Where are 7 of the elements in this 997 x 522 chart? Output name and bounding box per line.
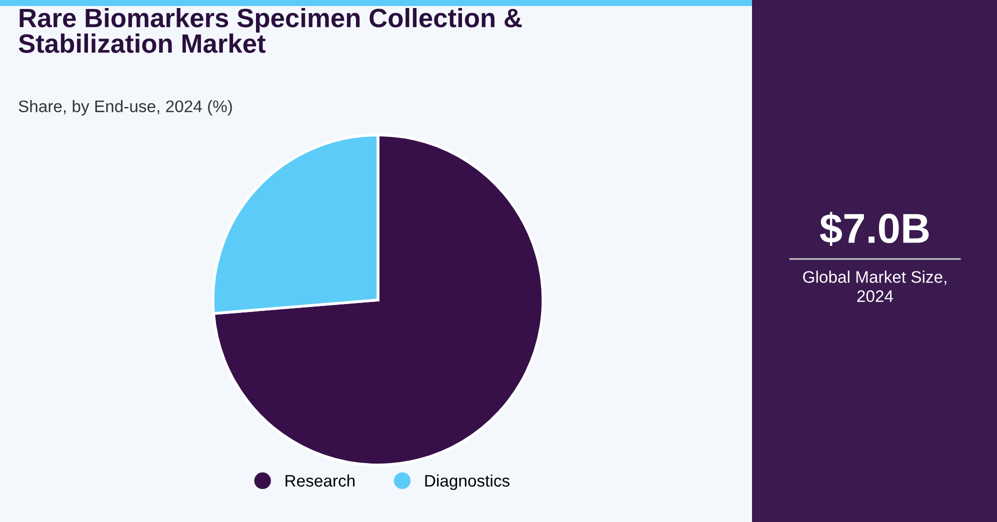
legend-label: Diagnostics bbox=[425, 474, 510, 490]
chart-title: Rare Biomarkers Specimen Collection & Stabilization Market bbox=[18, 8, 522, 53]
pie-slice bbox=[212, 134, 544, 466]
legend-label: Research bbox=[286, 474, 355, 487]
text: $7.0B bbox=[820, 212, 929, 246]
text: Global Market Size, 2024 bbox=[803, 270, 946, 302]
chart-subtitle: Share, by End-use, 2024 (%) bbox=[18, 100, 232, 116]
